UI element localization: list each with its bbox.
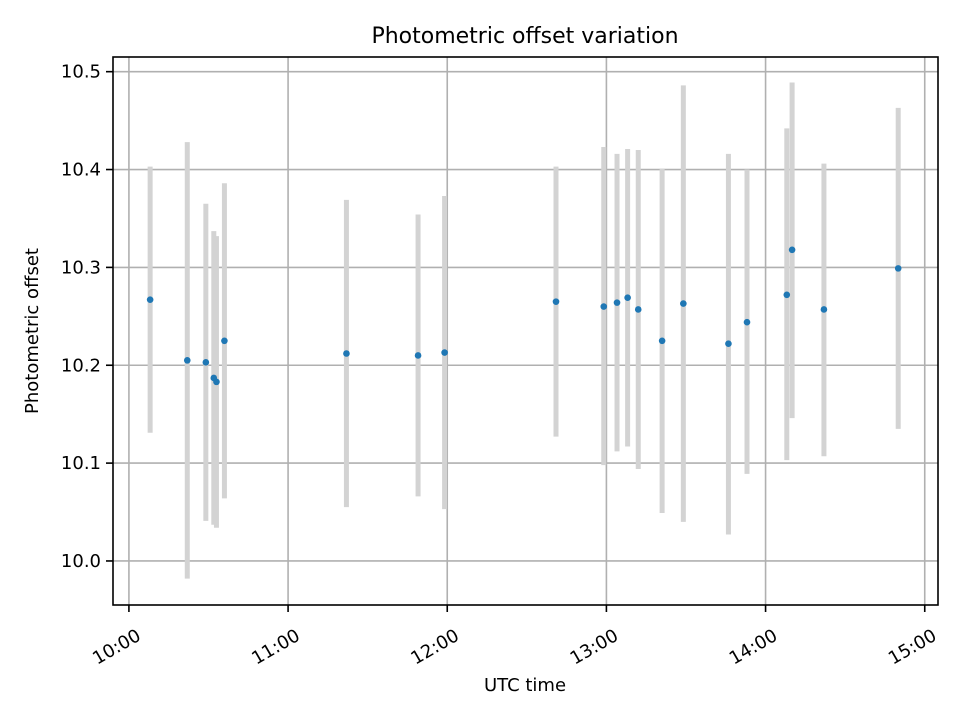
chart-title: Photometric offset variation (371, 24, 678, 49)
data-point (624, 294, 631, 302)
y-tick-label: 10.3 (61, 257, 101, 278)
data-point (441, 349, 448, 356)
data-point (600, 303, 608, 310)
data-point (221, 337, 228, 345)
y-axis-label: Photometric offset (22, 248, 43, 414)
data-point (613, 299, 621, 306)
data-points (146, 246, 902, 386)
grid-lines (113, 57, 938, 605)
data-point (343, 350, 350, 357)
y-tick-label: 10.4 (61, 160, 101, 181)
x-axis-label: UTC time (484, 675, 566, 696)
data-point (783, 291, 791, 299)
plot-frame (112, 56, 939, 606)
data-point (820, 306, 828, 313)
data-point (552, 298, 560, 305)
y-tick-label: 10.1 (61, 453, 101, 474)
data-point (202, 359, 210, 366)
data-point (725, 340, 732, 348)
data-point (634, 306, 642, 313)
data-point (658, 337, 666, 345)
data-point (743, 318, 751, 326)
data-point (146, 296, 154, 303)
data-point (183, 357, 191, 364)
y-tick-label: 10.2 (61, 355, 101, 376)
data-point (680, 300, 687, 307)
data-point (414, 352, 422, 359)
y-tick-label: 10.0 (61, 551, 101, 572)
data-point (788, 246, 796, 254)
y-tick-label: 10.5 (61, 62, 101, 83)
data-point (213, 378, 220, 386)
data-point (894, 265, 902, 272)
